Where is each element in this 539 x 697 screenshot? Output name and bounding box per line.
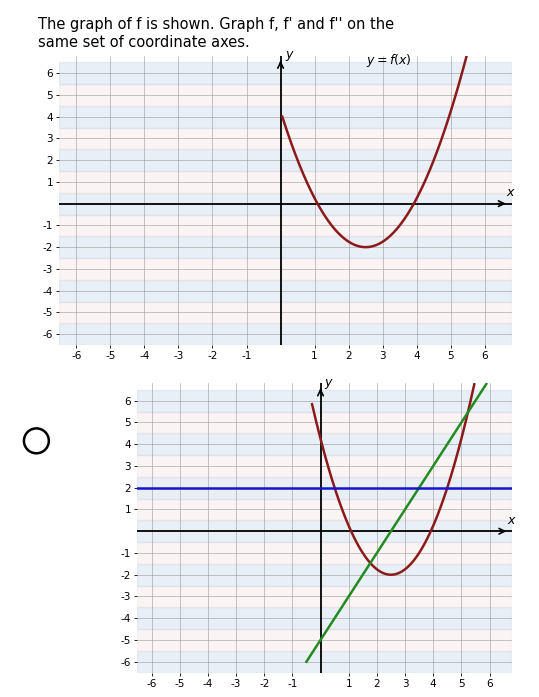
Bar: [59, 302, 512, 323]
Bar: [137, 455, 512, 477]
Bar: [137, 607, 512, 629]
Bar: [137, 521, 512, 542]
Bar: [137, 498, 512, 521]
Bar: [137, 477, 512, 498]
Bar: [137, 651, 512, 673]
Text: x: x: [507, 514, 514, 527]
Bar: [137, 390, 512, 412]
Bar: [137, 585, 512, 607]
Bar: [59, 258, 512, 279]
Bar: [137, 542, 512, 564]
Bar: [59, 193, 512, 215]
Bar: [59, 62, 512, 84]
Bar: [59, 236, 512, 258]
Bar: [59, 149, 512, 171]
Text: y: y: [324, 376, 331, 388]
Bar: [59, 128, 512, 149]
Text: y: y: [285, 48, 293, 61]
Bar: [137, 629, 512, 651]
Text: x: x: [507, 186, 514, 199]
Text: $y=f(x)$: $y=f(x)$: [365, 52, 411, 70]
Bar: [137, 434, 512, 455]
Text: The graph of f is shown. Graph f, f' and f'' on the
same set of coordinate axes.: The graph of f is shown. Graph f, f' and…: [38, 17, 394, 49]
Bar: [59, 171, 512, 193]
Bar: [59, 279, 512, 302]
Bar: [59, 215, 512, 236]
Bar: [137, 564, 512, 585]
Bar: [59, 106, 512, 128]
Bar: [59, 323, 512, 345]
Bar: [59, 84, 512, 106]
Bar: [137, 412, 512, 434]
